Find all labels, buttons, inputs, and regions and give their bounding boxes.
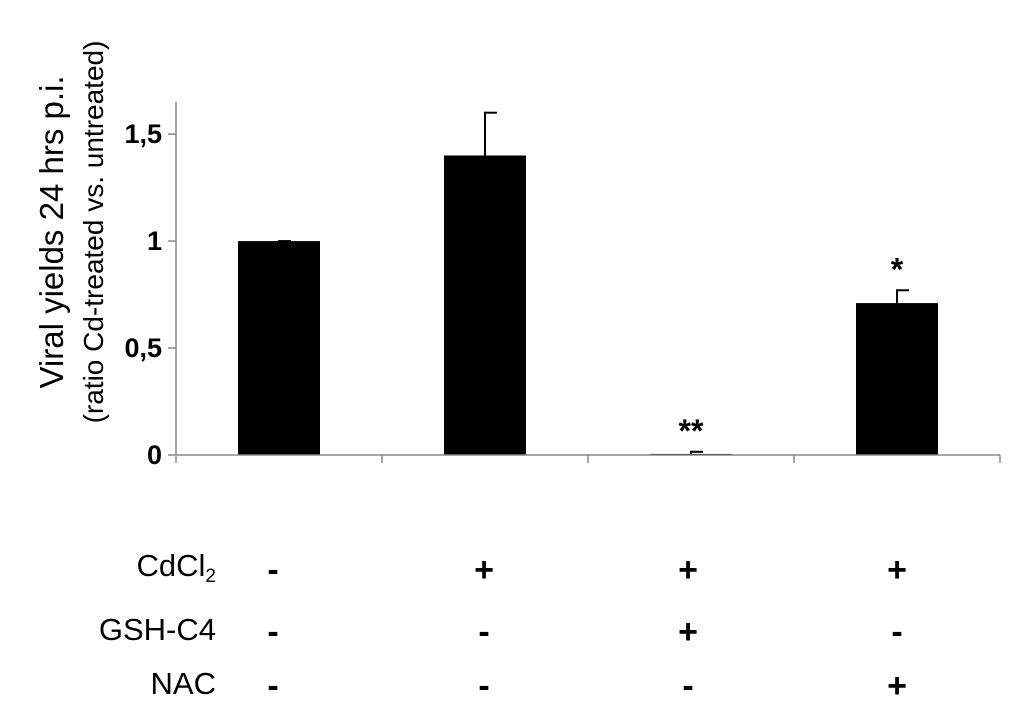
significance-marker: * xyxy=(891,251,904,287)
gsh-c4-cell: - xyxy=(478,613,490,651)
y-tick-label: 0,5 xyxy=(124,333,162,363)
gsh-c4-cell: + xyxy=(678,613,698,651)
row-label-nac: NAC xyxy=(150,666,216,701)
y-tick-label: 0 xyxy=(147,440,162,470)
cdcl2-cell: + xyxy=(678,551,698,589)
nac-cell: - xyxy=(478,667,490,705)
gsh-c4-cell: - xyxy=(267,613,279,651)
nac-cell: - xyxy=(682,667,694,705)
row-label-cdcl2: CdCl2 xyxy=(136,548,216,587)
row-label-gsh-c4: GSH-C4 xyxy=(98,612,216,647)
y-tick-label: 1 xyxy=(147,226,162,256)
significance-marker: ** xyxy=(679,413,704,449)
bar xyxy=(444,155,526,455)
y-axis-label: Viral yields 24 hrs p.i. xyxy=(33,75,70,389)
nac-cell: + xyxy=(887,667,907,705)
y-axis-sublabel: (ratio Cd-treated vs. untreated) xyxy=(78,40,109,424)
y-tick-label: 1,5 xyxy=(124,119,162,149)
cdcl2-cell: + xyxy=(887,551,907,589)
nac-cell: - xyxy=(267,667,279,705)
bar xyxy=(856,303,938,455)
cdcl2-cell: - xyxy=(267,551,279,589)
cdcl2-cell: + xyxy=(474,551,494,589)
bar xyxy=(238,241,320,455)
gsh-c4-cell: - xyxy=(891,613,903,651)
bar-chart: 00,511,5*** xyxy=(124,102,1001,470)
